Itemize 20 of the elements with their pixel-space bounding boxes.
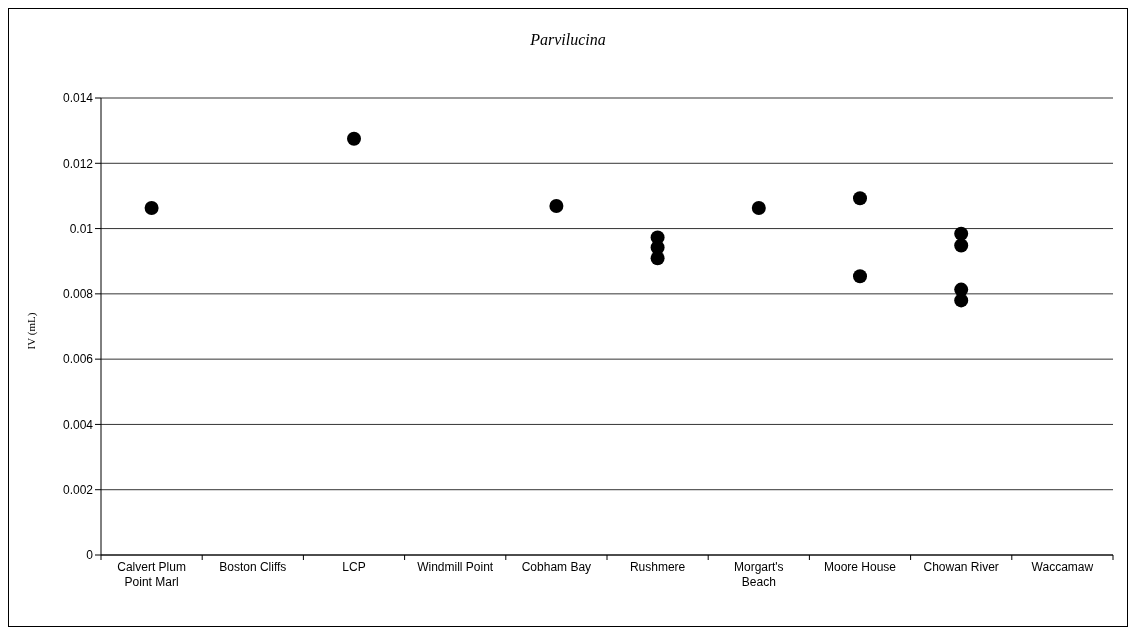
y-tick-label: 0.012 bbox=[62, 156, 94, 171]
y-tick-label: 0.014 bbox=[62, 91, 94, 106]
x-tick-label: Calvert Plum Point Marl bbox=[117, 560, 186, 589]
y-tick-label: 0.002 bbox=[62, 482, 94, 497]
x-tick-label: LCP bbox=[342, 560, 366, 574]
x-tick-label: Rushmere bbox=[629, 560, 686, 574]
y-axis-title: IV (mL) bbox=[25, 312, 37, 350]
x-tick-label: Cobham Bay bbox=[521, 560, 592, 574]
x-tick-label: Waccamaw bbox=[1031, 560, 1094, 574]
x-tick-label: Windmill Point bbox=[417, 560, 494, 574]
y-tick-label: 0.01 bbox=[69, 221, 94, 236]
chart-title: Parvilucina bbox=[529, 31, 607, 49]
x-tick-label: Boston Cliffs bbox=[219, 560, 287, 574]
x-tick-label: Morgart's Beach bbox=[733, 560, 784, 589]
y-tick-label: 0 bbox=[86, 548, 94, 563]
x-tick-label: Moore House bbox=[823, 560, 897, 574]
y-tick-label: 0.008 bbox=[62, 287, 94, 302]
y-tick-label: 0.004 bbox=[62, 417, 94, 432]
x-tick-label: Chowan River bbox=[923, 560, 999, 574]
y-tick-label: 0.006 bbox=[62, 352, 94, 367]
